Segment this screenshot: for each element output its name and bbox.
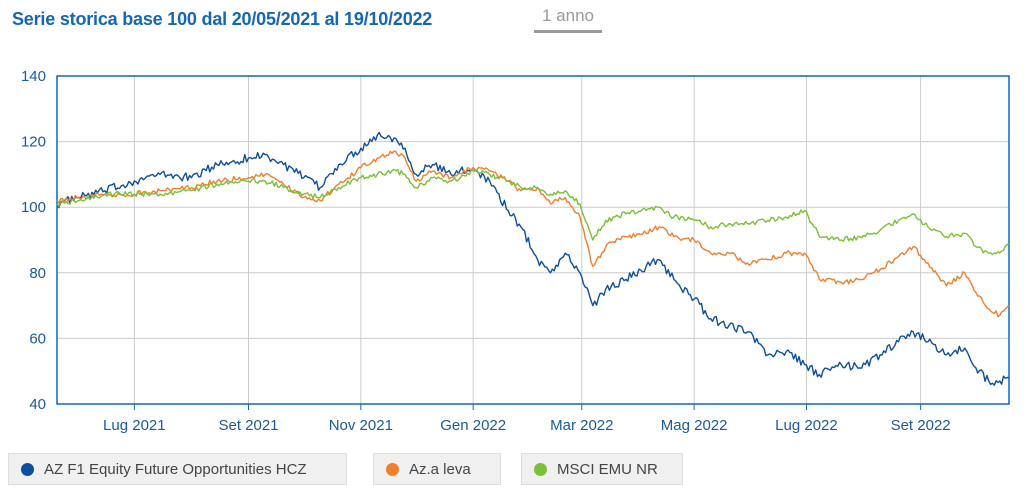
line-chart: 40 60 80 100 120 140 Lug 2021 Set 2021 Nov 2021 G… [21, 68, 1010, 434]
x-tick-label: Nov 2021 [329, 417, 393, 434]
legend-label: AZ F1 Equity Future Opportunities HCZ [44, 460, 307, 478]
y-tick-label: 140 [21, 68, 46, 85]
legend-item-az-leva[interactable]: Az.a leva [373, 453, 501, 485]
x-tick-label: Set 2022 [891, 417, 951, 434]
x-tick-label: Set 2021 [218, 417, 278, 434]
x-tick-label: Lug 2021 [103, 417, 166, 434]
y-tick-label: 80 [29, 265, 46, 282]
y-tick-label: 60 [29, 330, 46, 347]
series-line-1 [56, 150, 1010, 318]
y-tick-label: 100 [21, 199, 46, 216]
series-line-0 [56, 131, 1010, 386]
legend-label: MSCI EMU NR [557, 460, 658, 478]
y-tick-label: 40 [29, 396, 46, 413]
legend-item-msci-emu-nr[interactable]: MSCI EMU NR [521, 453, 683, 485]
legend-label: Az.a leva [409, 460, 471, 478]
series-line-2 [56, 168, 1010, 256]
x-tick-label: Mag 2022 [661, 417, 728, 434]
x-tick-label: Gen 2022 [440, 417, 506, 434]
y-tick-label: 120 [21, 134, 46, 151]
legend-item-az-f1-equity[interactable]: AZ F1 Equity Future Opportunities HCZ [8, 453, 347, 485]
x-tick-label: Mar 2022 [550, 417, 613, 434]
chart-title: Serie storica base 100 dal 20/05/2021 al… [12, 9, 433, 29]
legend-marker-icon [21, 462, 34, 476]
legend-marker-icon [534, 462, 547, 476]
legend-marker-icon [386, 462, 399, 476]
period-tab-1-year[interactable]: 1 anno [534, 6, 602, 33]
plot-frame [56, 75, 1010, 405]
x-tick-label: Lug 2022 [775, 417, 838, 434]
